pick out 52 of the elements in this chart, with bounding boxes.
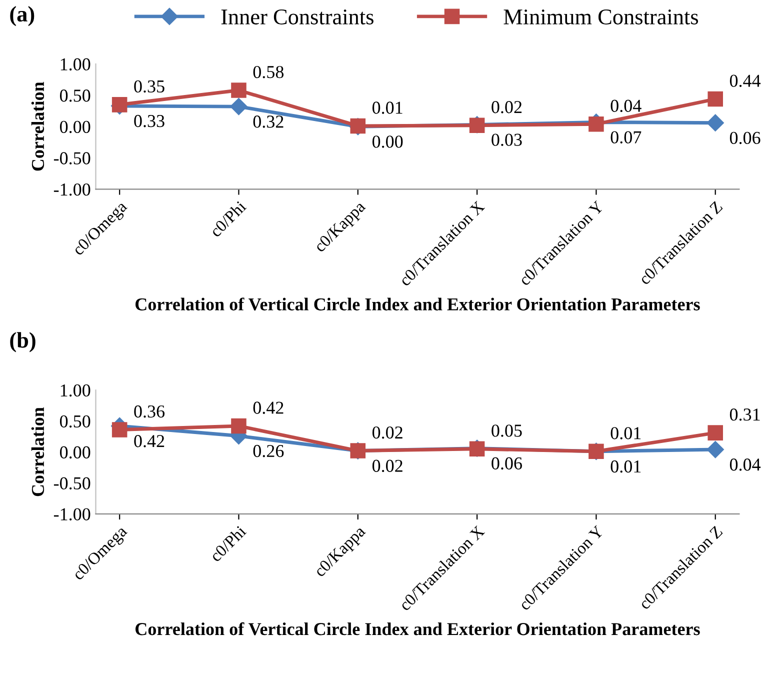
point — [231, 82, 246, 98]
data-label: 0.01 — [610, 460, 641, 473]
point — [706, 440, 724, 458]
x-axis-title: Correlation of Vertical Circle Index and Exterior Orientation Parameters — [136, 298, 700, 311]
y-tick-label: 0.50 — [60, 415, 90, 428]
data-label: 0.04 — [610, 100, 642, 112]
legend-label: Inner Constraints — [221, 10, 374, 24]
legend-label: Minimum Constraints — [504, 10, 698, 24]
y-tick-label: -0.50 — [54, 477, 90, 490]
data-label: 0.44 — [730, 74, 761, 87]
y-tick-label: 0.00 — [60, 446, 90, 459]
y-axis-title: Correlation — [31, 407, 44, 496]
chart-title: (b) — [10, 332, 36, 352]
data-label: 0.05 — [492, 424, 522, 437]
point — [708, 91, 723, 107]
data-label: 0.32 — [253, 116, 284, 128]
data-label: 0.42 — [134, 435, 164, 448]
data-label: 0.36 — [134, 405, 165, 418]
data-label: 0.01 — [372, 102, 402, 114]
y-tick-label: 0.50 — [60, 90, 90, 102]
point — [588, 116, 604, 132]
y-tick-label: -0.50 — [54, 152, 90, 164]
chart-title: (a) — [10, 6, 34, 26]
y-tick-label: 1.00 — [60, 384, 90, 397]
y-tick-label: -1.00 — [54, 508, 90, 520]
data-label: 0.03 — [492, 134, 522, 146]
y-tick-label: 1.00 — [60, 58, 90, 71]
point — [706, 114, 724, 132]
x-axis-title: Correlation of Vertical Circle Index and Exterior Orientation Parameters — [136, 622, 700, 636]
data-label: 0.02 — [372, 460, 402, 472]
data-label: 0.02 — [372, 426, 402, 439]
point — [708, 425, 723, 440]
data-label: 0.07 — [610, 131, 642, 144]
data-label: 0.35 — [134, 80, 164, 93]
data-label: 0.58 — [253, 66, 284, 78]
data-label: 0.26 — [253, 444, 284, 458]
data-label: 0.06 — [730, 132, 760, 144]
data-label: 0.04 — [730, 458, 761, 471]
point — [112, 97, 128, 112]
point — [231, 418, 246, 434]
y-axis-title: Correlation — [31, 82, 44, 171]
data-label: 0.02 — [492, 101, 522, 114]
y-tick-label: 0.00 — [60, 120, 90, 134]
data-label: 0.31 — [730, 408, 760, 421]
point — [112, 422, 128, 438]
y-tick-label: -1.00 — [54, 183, 90, 196]
data-label: 0.06 — [492, 457, 522, 470]
data-label: 0.33 — [134, 114, 164, 128]
data-label: 0.00 — [372, 136, 403, 148]
data-label: 0.01 — [610, 427, 641, 440]
point — [230, 98, 248, 116]
data-label: 0.42 — [253, 402, 284, 414]
